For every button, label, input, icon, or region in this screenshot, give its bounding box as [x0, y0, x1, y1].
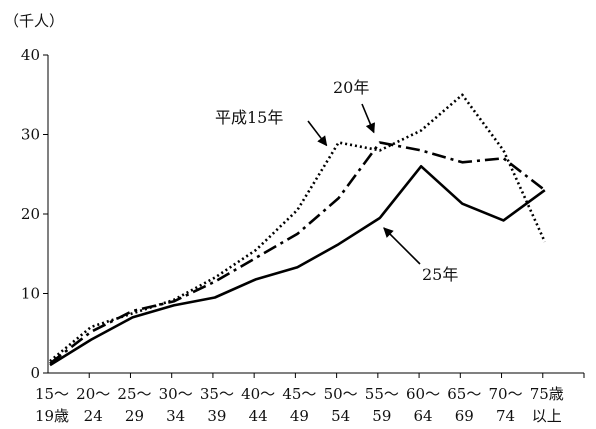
- x-tick-label-bottom: 64: [414, 407, 433, 425]
- x-tick-label-top: 50～: [324, 385, 358, 403]
- x-tick-label-top: 25～: [117, 385, 151, 403]
- x-tick-label-bottom: 以上: [532, 407, 562, 425]
- annotation-arrow: [307, 120, 328, 147]
- series-line-2: [49, 165, 546, 367]
- x-tick-label-bottom: 54: [331, 407, 350, 425]
- x-tick-label-bottom: 69: [455, 407, 474, 425]
- x-tick-label-top: 20～: [76, 385, 110, 403]
- annotation-layer: 平成15年 20年 25年: [215, 78, 458, 284]
- y-tick-label: 20: [21, 205, 40, 223]
- series-layer: [49, 93, 546, 367]
- x-tick-label-top: 70～: [488, 385, 522, 403]
- series-annotation-label: 20年: [333, 78, 369, 97]
- x-tick-label-bottom: 44: [249, 407, 268, 425]
- x-tick-label-bottom: 74: [496, 407, 515, 425]
- annotation-arrow: [361, 103, 376, 134]
- y-tick-label: 0: [30, 364, 40, 382]
- x-tick-label-bottom: 34: [166, 407, 185, 425]
- x-tick-label-top: 45～: [282, 385, 316, 403]
- y-tick-label: 30: [21, 126, 40, 144]
- annotation-arrow: [383, 227, 421, 265]
- x-tick-label-bottom: 29: [125, 407, 144, 425]
- x-tick-label-bottom: 39: [207, 407, 226, 425]
- axes: [47, 55, 584, 374]
- x-tick-label-top: 35～: [200, 385, 234, 403]
- x-tick-label-top: 55～: [365, 385, 399, 403]
- x-tick-label-bottom: 59: [372, 407, 391, 425]
- x-tick-label-bottom: 24: [84, 407, 103, 425]
- x-ticks: 15～ 19歳 20～ 24 25～ 29 30～ 34 35～ 39 40～ 44 45～ 49 50～ 5…: [35, 373, 585, 425]
- y-ticks: 0 10 20 30 40: [21, 46, 48, 382]
- series-annotation-label: 25年: [422, 265, 458, 284]
- y-tick-label: 40: [21, 46, 40, 64]
- x-tick-label-top: 30～: [159, 385, 193, 403]
- x-tick-label-top: 75歳: [530, 385, 564, 403]
- x-tick-label-top: 60～: [406, 385, 440, 403]
- y-tick-label: 10: [21, 285, 40, 303]
- x-tick-label-top: 15～: [35, 385, 69, 403]
- x-tick-label-bottom: 19歳: [35, 407, 69, 425]
- x-tick-label-top: 65～: [447, 385, 481, 403]
- x-tick-label-top: 40～: [241, 385, 275, 403]
- series-line-1: [49, 141, 546, 365]
- y-axis-unit-label: （千人）: [4, 12, 64, 30]
- x-tick-label-bottom: 49: [290, 407, 309, 425]
- series-line-0: [49, 93, 546, 363]
- series-annotation-label: 平成15年: [215, 108, 283, 127]
